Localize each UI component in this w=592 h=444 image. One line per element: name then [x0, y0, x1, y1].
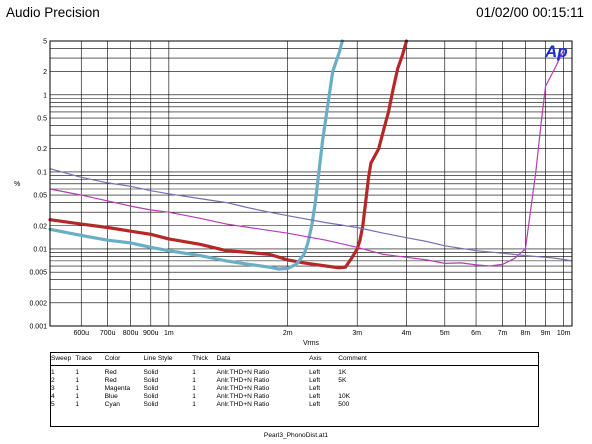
legend-cell: Blue [104, 393, 118, 400]
timestamp: 01/02/00 00:15:11 [476, 5, 584, 20]
series-line-cyan [48, 39, 344, 271]
legend-header-cell: Data [216, 353, 310, 366]
y-tick-label: 0.001 [29, 324, 47, 331]
chart-grid [49, 40, 572, 327]
legend-body: 1 1 Red Solid 1 Anlr.THD+N Ratio Left 1K 2 1 Red So… [51, 366, 538, 410]
legend-cell: 1 [192, 401, 196, 408]
legend-cell: Left [309, 401, 321, 408]
legend-row: 3 1 Magenta Solid 1 Anlr.THD+N Ratio Left [51, 385, 538, 393]
y-tick-label: 0.005 [29, 270, 47, 277]
legend-cell [338, 385, 538, 393]
legend-cell: 5K [338, 377, 347, 384]
legend-cell: 5 [51, 401, 55, 408]
legend-cell: 3 [51, 385, 55, 392]
legend-cell: Red [104, 377, 117, 384]
x-tick-label: 7m [498, 330, 508, 337]
y-tick-label: 0.01 [33, 246, 47, 253]
app-title: Audio Precision [6, 5, 100, 20]
legend-row: 1 1 Red Solid 1 Anlr.THD+N Ratio Left 1K [51, 366, 538, 378]
plot-frame [49, 40, 573, 327]
x-tick-label: 800u [123, 330, 139, 337]
y-tick-label: 0.1 [37, 169, 47, 176]
x-tick-label: 3m [352, 330, 362, 337]
y-tick-label: 0.5 [37, 116, 47, 123]
thd-chart: 5 2 1 0.5 0.2 0.1 0.05 0.02 0.01 0.005 0.002 0.001 6… [14, 39, 573, 347]
legend-row: 5 1 Cyan Solid 1 Anlr.THD+N Ratio Left 500 [51, 401, 538, 409]
y-tick-label: 0.2 [37, 146, 47, 153]
x-tick-label: 600u [73, 330, 89, 337]
legend-cell: Solid [143, 377, 159, 384]
chart-ticks: 5 2 1 0.5 0.2 0.1 0.05 0.02 0.01 0.005 0.002 0.001 6… [29, 39, 570, 338]
legend-cell: 1 [75, 377, 80, 384]
ap-logo: Ap [544, 42, 568, 61]
x-tick-label: 10m [557, 330, 571, 337]
legend-cell: Magenta [104, 385, 131, 392]
legend-cell: 1 [75, 369, 80, 376]
chart-series [48, 39, 573, 271]
legend-header-cell: Line Style [143, 353, 193, 366]
legend-cell: Solid [143, 401, 159, 408]
legend-cell: 1K [338, 369, 347, 376]
legend-cell: 1 [192, 377, 196, 384]
legend-cell: Anlr.THD+N Ratio [216, 385, 270, 392]
x-axis-label: Vrms [303, 340, 320, 347]
legend-header-cell: Sweep [51, 353, 76, 366]
file-name: Pearl3_PhonoDist.at1 [263, 432, 329, 439]
series-line-blue [49, 168, 573, 262]
legend-header-cell: Trace [75, 353, 105, 366]
y-tick-label: 1 [43, 92, 47, 99]
legend-cell: Left [309, 369, 321, 376]
legend-cell: 1 [192, 385, 196, 392]
legend-row: 2 1 Red Solid 1 Anlr.THD+N Ratio Left 5K [51, 377, 538, 385]
legend-cell: Solid [143, 385, 159, 392]
legend-cell: Solid [143, 369, 159, 376]
x-tick-label: 900u [143, 330, 159, 337]
x-tick-label: 2m [283, 330, 293, 337]
legend-header-cell: Color [104, 353, 144, 366]
legend-cell: 4 [51, 393, 55, 400]
legend-cell: Left [309, 393, 321, 400]
legend-cell: Cyan [104, 401, 120, 408]
legend-cell: 1 [75, 401, 80, 408]
legend-cell: Left [309, 377, 321, 384]
x-tick-label: 5m [440, 330, 450, 337]
legend-cell: Left [309, 385, 321, 392]
x-tick-label: 9m [541, 330, 551, 337]
legend-cell: 1 [51, 369, 55, 376]
y-axis-label: % [14, 181, 20, 188]
legend-cell: Anlr.THD+N Ratio [216, 369, 270, 376]
y-tick-label: 0.05 [33, 193, 47, 200]
y-tick-label: 2 [43, 69, 47, 76]
x-tick-label: 700u [100, 330, 116, 337]
legend-cell: 500 [338, 401, 350, 408]
legend-header-row: Sweep Trace Color Line Style Thick Data Axis Co… [51, 353, 538, 366]
legend-cell: Red [104, 369, 117, 376]
legend-cell: 10K [338, 393, 351, 400]
legend-cell: 1 [75, 385, 80, 392]
legend-table: Sweep Trace Color Line Style Thick Data Axis Co… [50, 352, 539, 427]
x-tick-label: 4m [402, 330, 412, 337]
x-tick-label: 6m [471, 330, 481, 337]
legend-cell: 1 [192, 393, 196, 400]
legend-cell: Anlr.THD+N Ratio [216, 393, 270, 400]
x-tick-label: 8m [521, 330, 531, 337]
legend-cell: 2 [51, 377, 55, 384]
series-line-red [48, 39, 409, 270]
legend-header-cell: Axis [309, 353, 339, 366]
legend-header-cell: Comment [338, 353, 538, 366]
legend-cell: 1 [75, 393, 80, 400]
legend-header-cell: Thick [192, 353, 217, 366]
legend-cell: Anlr.THD+N Ratio [216, 377, 270, 384]
legend-cell: Anlr.THD+N Ratio [216, 401, 270, 408]
series-line-magenta [49, 49, 565, 267]
x-tick-label: 1m [164, 330, 174, 337]
y-tick-label: 5 [43, 39, 47, 46]
y-tick-label: 0.02 [33, 223, 47, 230]
legend-cell: 1 [192, 369, 196, 376]
legend-row: 4 1 Blue Solid 1 Anlr.THD+N Ratio Left 10K [51, 393, 538, 401]
y-tick-label: 0.002 [29, 300, 47, 307]
legend-cell: Solid [143, 393, 159, 400]
